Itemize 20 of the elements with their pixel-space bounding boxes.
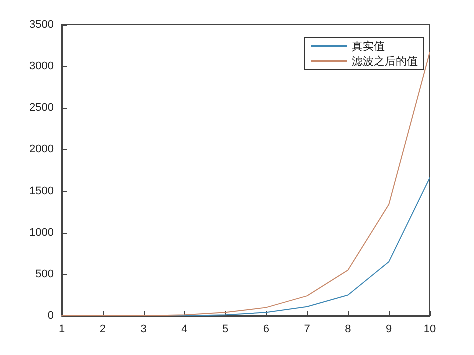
x-tick-label: 9 <box>386 324 392 336</box>
x-tick-label: 8 <box>345 324 352 336</box>
y-tick-label: 3500 <box>30 19 54 31</box>
y-tick-label: 1000 <box>30 226 54 239</box>
x-tick-label: 1 <box>58 324 66 336</box>
x-tick-label: 10 <box>424 324 436 336</box>
legend-label: 滤波之后的值 <box>352 55 418 68</box>
y-tick-label: 2500 <box>30 102 54 114</box>
legend-label: 真实值 <box>352 40 385 53</box>
y-tick-label: 0 <box>48 310 54 322</box>
y-tick-label: 500 <box>36 268 54 280</box>
x-tick-label: 3 <box>140 324 147 336</box>
y-tick-label: 1500 <box>30 185 54 198</box>
x-tick-label: 7 <box>304 324 310 336</box>
x-tick-label: 5 <box>222 324 229 336</box>
y-tick-label: 2000 <box>30 144 54 156</box>
x-tick-label: 2 <box>100 324 106 336</box>
x-tick-label: 4 <box>182 324 188 336</box>
x-tick-label: 6 <box>263 324 270 336</box>
y-tick-label: 3000 <box>30 60 54 73</box>
